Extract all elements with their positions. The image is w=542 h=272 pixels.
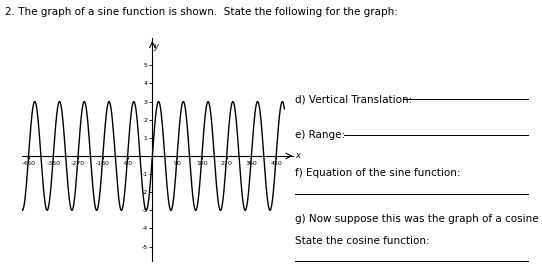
Text: g) Now suppose this was the graph of a cosine function.: g) Now suppose this was the graph of a c…: [295, 214, 542, 224]
Text: x: x: [295, 152, 300, 160]
Text: y: y: [153, 42, 158, 51]
Text: e) Range:: e) Range:: [295, 130, 345, 140]
Text: State the cosine function:: State the cosine function:: [295, 236, 430, 246]
Text: d) Vertical Translation:: d) Vertical Translation:: [295, 94, 412, 104]
Text: f) Equation of the sine function:: f) Equation of the sine function:: [295, 168, 461, 178]
Text: 2. The graph of a sine function is shown.  State the following for the graph:: 2. The graph of a sine function is shown…: [5, 7, 398, 17]
